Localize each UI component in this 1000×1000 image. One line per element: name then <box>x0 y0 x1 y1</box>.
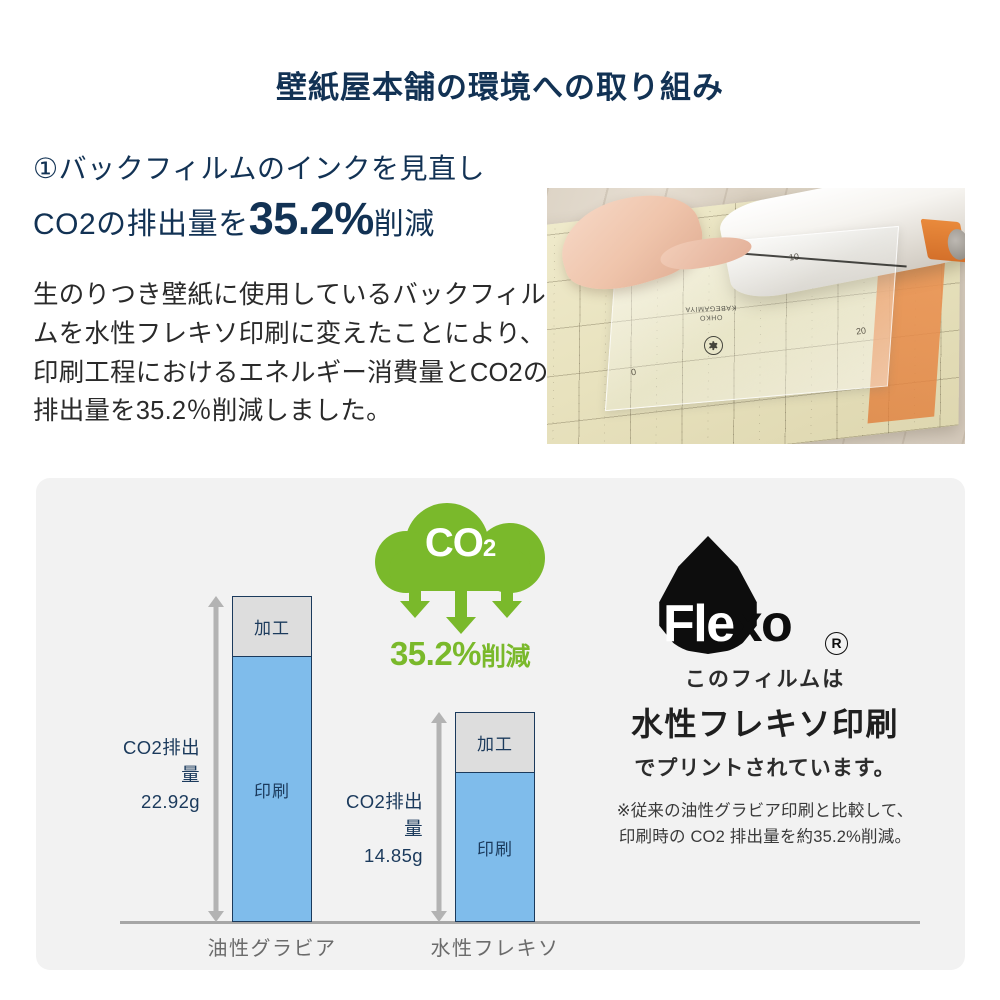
co2-reduction-suffix: 削減 <box>481 643 531 671</box>
intro-heading-line2: CO2の排出量を35.2%削減 <box>33 192 548 246</box>
flexo-line1: このフィルムは <box>684 668 846 691</box>
co2-down-arrows-icon <box>393 589 529 633</box>
flexo-logo: Flexo R <box>600 536 930 661</box>
intro-heading-suffix: 削減 <box>373 208 435 242</box>
registered-trademark-icon: R <box>825 632 848 655</box>
wallpaper-film-photo: OHKO KABEGAMIYA 0 10 20 <box>547 188 965 444</box>
bar-segment-printing: 印刷 <box>233 656 311 921</box>
intro-heading-line1: ①バックフィルムのインクを見直し <box>33 153 485 184</box>
arrow-head-down-icon <box>431 911 447 922</box>
flexo-certification-block: Flexo R このフィルムは 水性フレキソ印刷 でプリントされています。 ※従… <box>600 536 930 851</box>
dimension-arrow-oil-gravure <box>208 596 224 922</box>
photo-ruler-tick-20: 20 <box>855 325 867 337</box>
co2-reduction-text: 35.2%削減 <box>353 635 567 673</box>
flexo-note-line2: 印刷時の CO2 排出量を約35.2%削減。 <box>618 828 912 847</box>
co2-cloud-icon <box>375 503 545 599</box>
down-arrow-icon <box>501 589 513 603</box>
arrow-head-down-icon <box>208 911 224 922</box>
intro-heading-percent: 35.2% <box>248 193 375 245</box>
intro-heading-prefix: CO2の排出量を <box>33 208 249 242</box>
flexo-brand-text: Flexo <box>663 595 793 653</box>
flexo-brand-outer: xo <box>733 595 793 653</box>
emission-label-water-flexo: CO2排出量 14.85g <box>331 789 423 869</box>
co2-reduction-value: 35.2% <box>389 635 482 672</box>
emission-label-text: CO2排出量 <box>345 791 423 839</box>
bar-segment-printing: 印刷 <box>456 772 534 921</box>
flexo-line3: でプリントされています。 <box>634 757 896 780</box>
bar-segment-processing: 加工 <box>456 713 534 772</box>
emission-value-water-flexo: 14.85g <box>364 844 423 866</box>
flexo-note-line1: ※従来の油性グラビア印刷と比較して、 <box>616 802 914 820</box>
flexo-brand-inner: Fle <box>663 595 735 653</box>
bar-oil-gravure: 加工 印刷 <box>232 596 312 922</box>
down-arrow-icon <box>409 589 421 603</box>
arrow-head-up-icon <box>431 712 447 723</box>
co2-cloud-label: CO2 <box>424 521 496 565</box>
photo-film-print-text: OHKO KABEGAMIYA <box>684 304 737 322</box>
arrow-shaft <box>436 721 442 913</box>
bar-water-flexo: 加工 印刷 <box>455 712 535 922</box>
emission-label-text: CO2排出量 <box>122 737 200 785</box>
emission-label-oil-gravure: CO2排出量 22.92g <box>108 735 200 815</box>
flexo-line2-headline: 水性フレキソ印刷 <box>630 706 899 742</box>
chart-baseline-axis <box>120 921 920 924</box>
arrow-head-up-icon <box>208 596 224 607</box>
page-title: 壁紙屋本舗の環境への取り組み <box>276 70 724 105</box>
co2-reduction-badge: CO2 35.2%削減 <box>375 503 545 673</box>
category-label-water-flexo: 水性フレキソ <box>430 938 560 960</box>
dimension-arrow-water-flexo <box>431 712 447 922</box>
bar-segment-processing: 加工 <box>233 597 311 656</box>
emission-value-oil-gravure: 22.92g <box>141 790 200 812</box>
down-arrow-icon <box>455 589 467 619</box>
photo-ruler-tick-0: 0 <box>629 366 637 378</box>
arrow-shaft <box>213 605 219 913</box>
photo-ruler-tick-10: 10 <box>788 251 801 263</box>
photo-film-seal-icon <box>703 336 723 356</box>
intro-block: ①バックフィルムのインクを見直し CO2の排出量を35.2%削減 <box>33 152 548 246</box>
flexo-note: ※従来の油性グラビア印刷と比較して、 印刷時の CO2 排出量を約35.2%削減… <box>600 798 930 851</box>
category-label-oil-gravure: 油性グラビア <box>207 938 337 960</box>
intro-body-text: 生のりつき壁紙に使用しているバックフィルムを水性フレキソ印刷に変えたことにより、… <box>33 281 549 426</box>
